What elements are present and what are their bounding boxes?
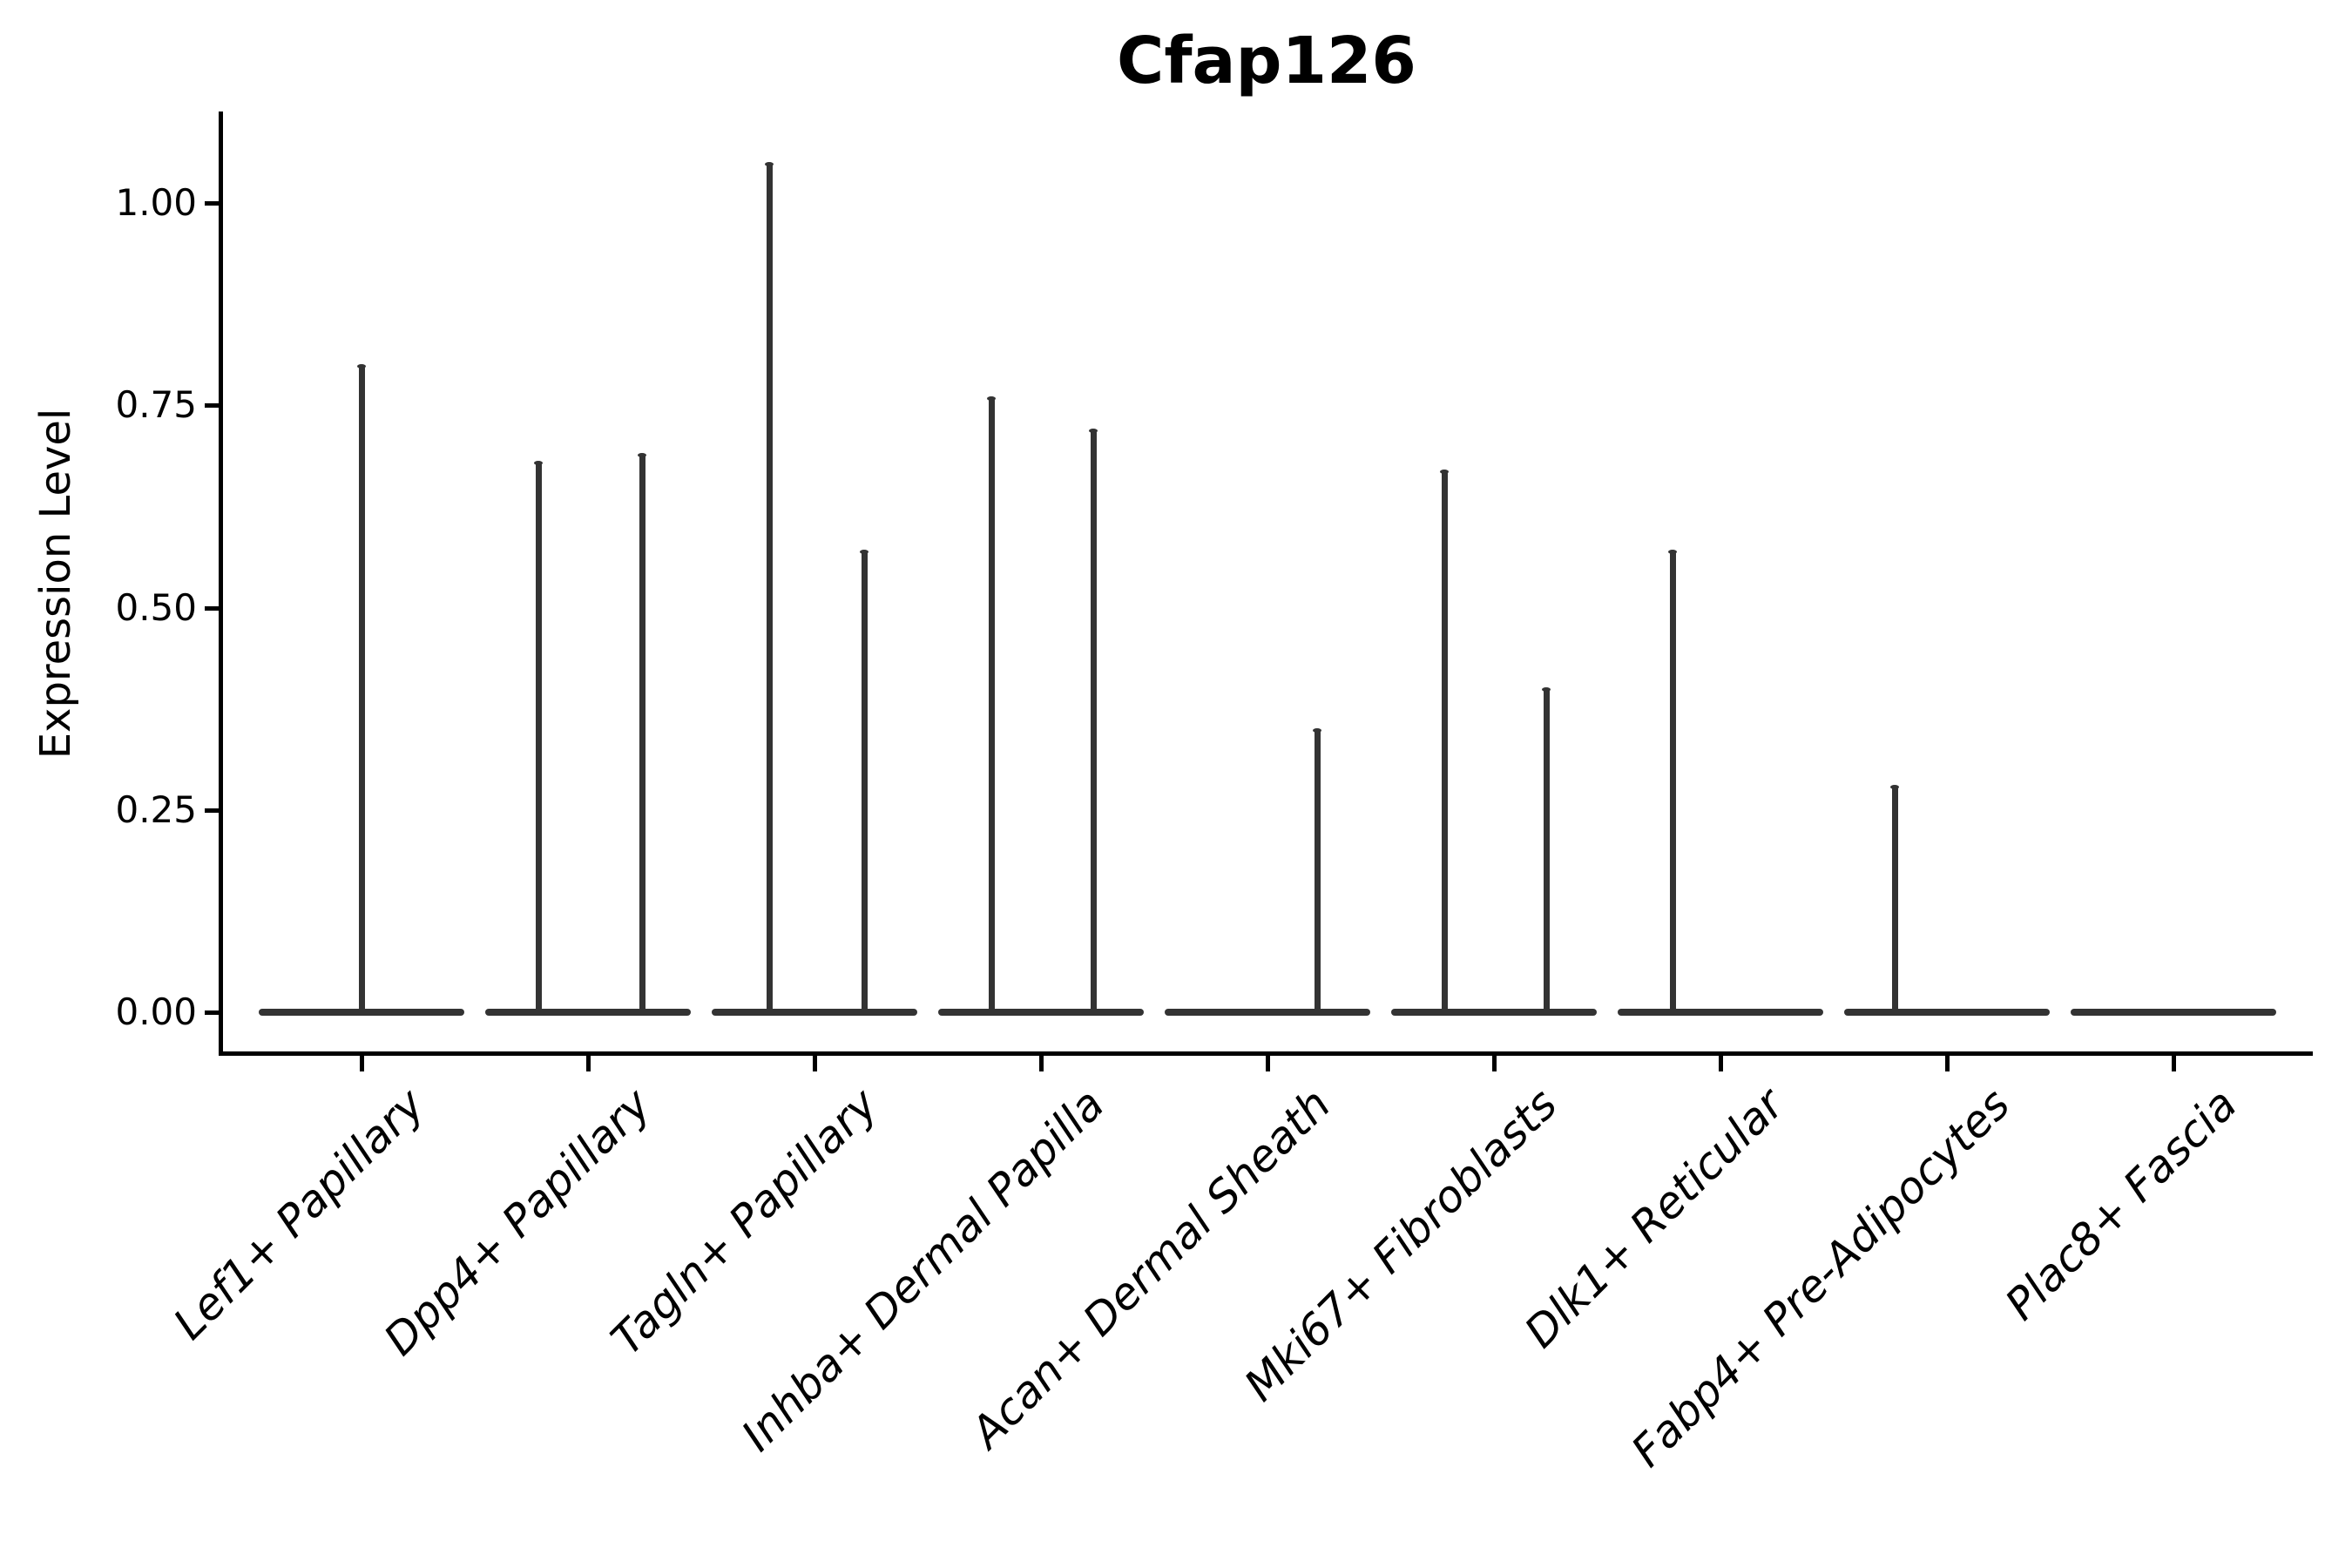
violin-spike-tip (1313, 728, 1321, 733)
x-tick-label: Lef1+ Papillary (164, 1078, 435, 1349)
y-tick-label: 1.00 (115, 181, 197, 224)
violin-body (2071, 1009, 2276, 1016)
violin-spike-tip (987, 396, 996, 401)
violin-spike (767, 163, 773, 1016)
violin-body (485, 1009, 691, 1016)
y-tick-mark (205, 606, 219, 611)
x-tick-mark (1492, 1056, 1497, 1071)
violin-spike-tip (860, 550, 868, 554)
violin-spike (1544, 688, 1550, 1016)
violin-spike (639, 454, 645, 1016)
violin-spike-tip (765, 162, 774, 166)
violin-spike (359, 365, 365, 1016)
violin-spike-tip (638, 453, 646, 457)
violin-body (1391, 1009, 1597, 1016)
y-tick-label: 0.00 (115, 990, 197, 1033)
y-tick-label: 0.75 (115, 383, 197, 426)
x-tick-mark (1266, 1056, 1270, 1071)
violin-body (712, 1009, 917, 1016)
violin-body (1165, 1009, 1370, 1016)
x-tick-label: Fabp4+ Pre-Adipocytes (1622, 1078, 2020, 1477)
x-tick-mark (586, 1056, 591, 1071)
violin-body (1618, 1009, 1823, 1016)
violin-spike-tip (1668, 550, 1677, 554)
x-tick-label: Inhba+ Dermal Papilla (732, 1078, 1114, 1462)
x-tick-mark (813, 1056, 817, 1071)
y-tick-mark (205, 1010, 219, 1015)
y-tick-label: 0.25 (115, 788, 197, 831)
violin-spike-tip (357, 364, 366, 368)
violin-spike-tip (1440, 470, 1449, 474)
y-tick-mark (205, 808, 219, 813)
violin-spike (1670, 551, 1676, 1016)
violin-body (938, 1009, 1144, 1016)
violin-spike-tip (1542, 687, 1551, 692)
violin-spike (1442, 470, 1448, 1016)
x-tick-mark (360, 1056, 364, 1071)
x-tick-mark (1719, 1056, 1723, 1071)
y-tick-mark (205, 403, 219, 408)
y-axis-spine (219, 112, 223, 1056)
violin-spike (1091, 429, 1097, 1016)
violin-spike-tip (534, 461, 543, 465)
violin-spike-tip (1890, 785, 1899, 789)
violin-spike (989, 397, 995, 1016)
y-tick-mark (205, 201, 219, 206)
violin-spike-tip (1089, 429, 1098, 433)
x-tick-mark (1945, 1056, 1950, 1071)
figure-title: Cfap126 (1117, 24, 1416, 98)
violin-body (1844, 1009, 2050, 1016)
x-tick-mark (1039, 1056, 1044, 1071)
x-tick-label: Plac8+ Fascia (1995, 1078, 2247, 1330)
violin-spike (1315, 729, 1321, 1016)
x-axis-spine (219, 1051, 2313, 1056)
violin-spike (536, 462, 542, 1016)
violin-spike (862, 551, 868, 1016)
y-tick-label: 0.50 (115, 586, 197, 629)
violin-spike (1892, 786, 1898, 1016)
x-tick-mark (2172, 1056, 2176, 1071)
